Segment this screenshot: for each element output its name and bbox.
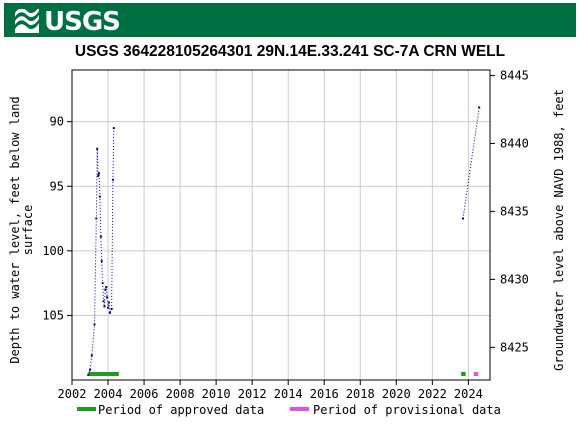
data-point <box>102 300 105 303</box>
data-point <box>93 323 96 326</box>
x-tick-label: 2014 <box>274 387 303 401</box>
data-point <box>105 286 108 288</box>
y-axis-right-label: Groundwater level above NAVD 1988, feet <box>552 89 566 371</box>
data-point <box>99 235 102 238</box>
data-point <box>89 368 92 371</box>
y-right-tick-label: 8435 <box>500 204 529 218</box>
data-point <box>95 217 98 220</box>
x-tick-label: 2006 <box>130 387 159 401</box>
data-point <box>110 307 113 310</box>
legend-provisional-swatch <box>290 407 309 411</box>
y-left-tick-label: 105 <box>42 308 64 322</box>
x-tick-label: 2024 <box>454 387 483 401</box>
usgs-wave-icon <box>15 9 39 33</box>
x-tick-label: 2010 <box>202 387 231 401</box>
data-point <box>103 305 106 308</box>
data-point <box>106 296 109 299</box>
data-point <box>107 306 110 309</box>
data-point <box>108 311 111 314</box>
data-point <box>461 217 464 220</box>
x-tick-label: 2016 <box>310 387 339 401</box>
data-point <box>111 178 114 181</box>
approved-period-bar <box>461 372 466 376</box>
data-point <box>478 106 481 109</box>
data-point <box>90 354 93 357</box>
x-tick-label: 2012 <box>238 387 267 401</box>
y-axis-left-ticks: 90 95 100 105 <box>42 115 72 322</box>
x-tick-label: 2020 <box>382 387 411 401</box>
data-series <box>87 106 481 376</box>
data-point <box>107 301 110 304</box>
data-point <box>87 373 90 376</box>
y-right-tick-label: 8445 <box>500 68 529 82</box>
y-right-tick-label: 8430 <box>500 272 529 286</box>
legend-provisional-label: Period of provisional data <box>313 403 501 417</box>
data-point <box>98 195 101 198</box>
legend: Period of approved data Period of provisi… <box>77 403 501 417</box>
y-right-tick-label: 8440 <box>500 136 529 150</box>
data-point <box>98 172 101 175</box>
y-axis-right-ticks: 8425 8430 8435 8440 8445 <box>490 68 529 354</box>
y-left-tick-label: 100 <box>42 244 64 258</box>
data-point <box>104 288 107 291</box>
data-point <box>112 127 115 130</box>
legend-approved-label: Period of approved data <box>98 403 264 417</box>
chart-title: USGS 364228105264301 29N.14E.33.241 SC-7… <box>74 43 506 60</box>
usgs-logo-text: USGS <box>44 7 121 37</box>
y-right-tick-label: 8425 <box>500 340 529 354</box>
x-tick-label: 2022 <box>418 387 447 401</box>
banner-bar: USGS <box>4 3 576 37</box>
data-point <box>100 260 103 263</box>
data-point <box>97 174 100 177</box>
x-tick-label: 2004 <box>94 387 123 401</box>
y-axis-left-label-line1: Depth to water level, feet below land <box>8 96 22 363</box>
grid-lines <box>71 70 490 380</box>
y-axis-left-label-line2: surface <box>21 205 35 256</box>
x-axis-ticks: 2002 2004 2006 2008 2010 2012 2014 2016 2018 2020… <box>58 380 483 401</box>
x-tick-label: 2018 <box>346 387 375 401</box>
legend-approved-swatch <box>77 407 96 411</box>
period-bars <box>88 372 479 376</box>
y-left-tick-label: 90 <box>50 115 64 129</box>
series-line-0 <box>87 128 115 375</box>
x-tick-label: 2002 <box>58 387 87 401</box>
data-point <box>101 282 104 285</box>
provisional-period-bar <box>473 372 479 376</box>
plot-frame <box>71 69 491 381</box>
y-left-tick-label: 95 <box>50 179 64 193</box>
usgs-banner: USGS <box>0 0 580 40</box>
approved-period-bar <box>88 372 119 376</box>
x-tick-label: 2008 <box>166 387 195 401</box>
data-point <box>96 147 99 150</box>
series-line-1 <box>462 107 480 219</box>
